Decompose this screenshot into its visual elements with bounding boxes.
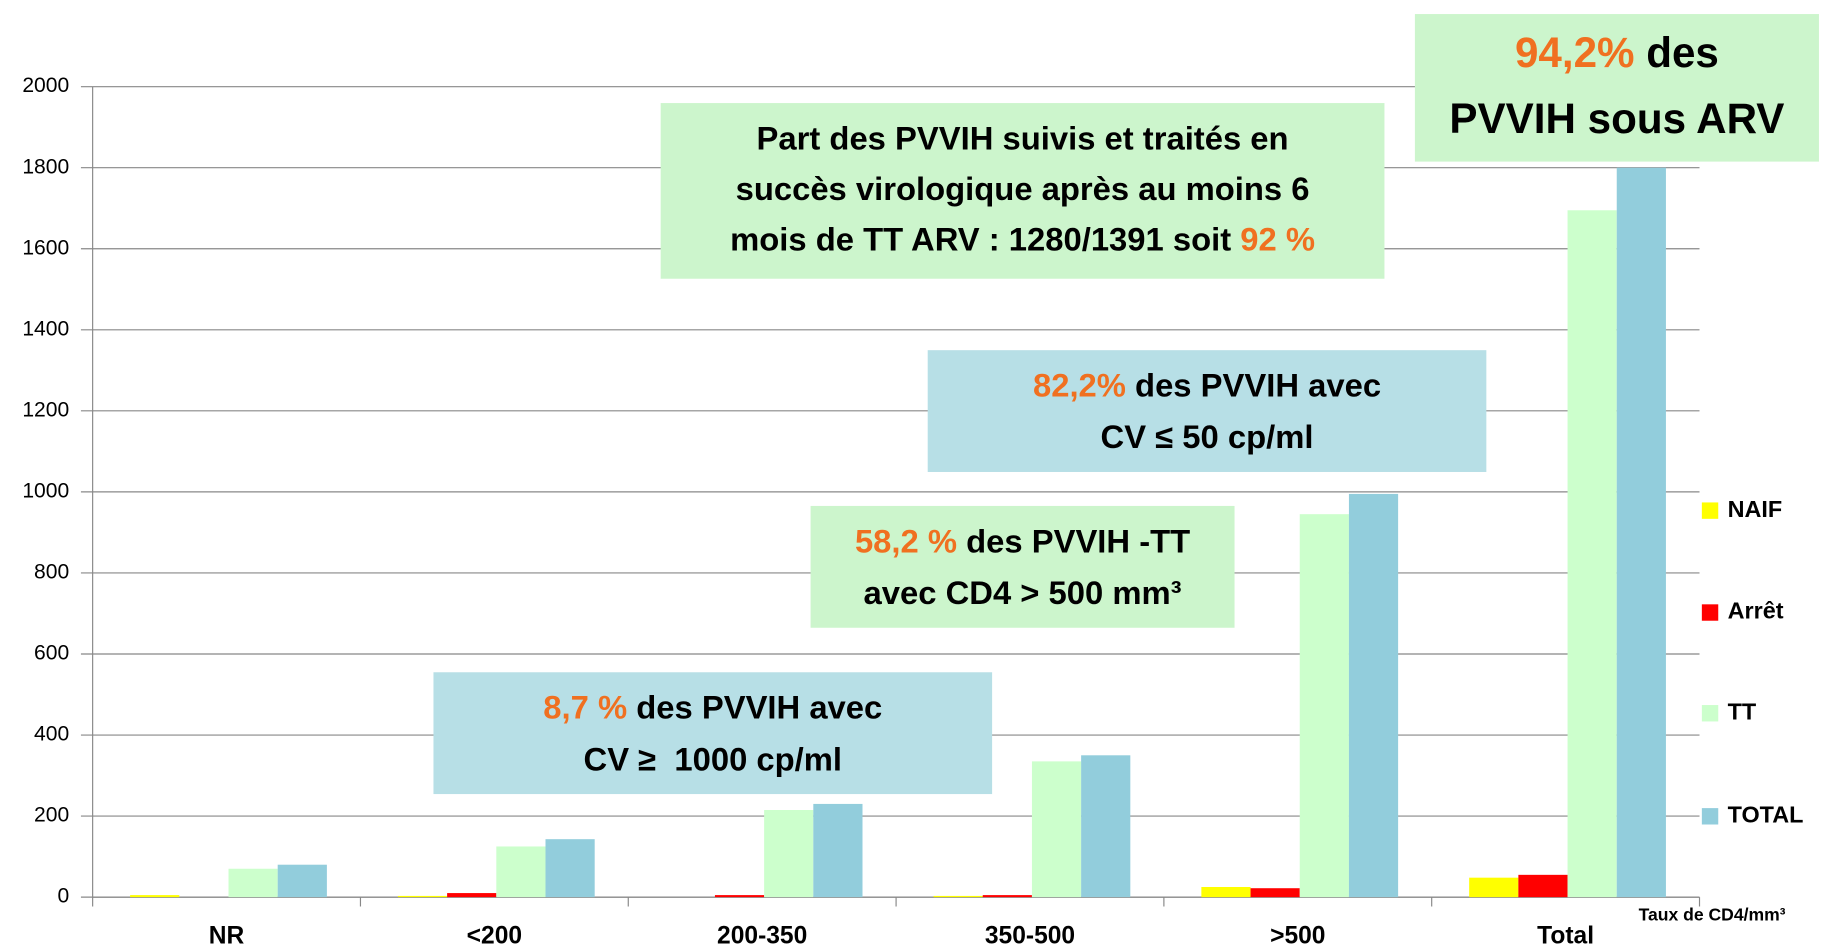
annotation-segment: des PVVIH avec xyxy=(627,688,882,725)
legend-label: TT xyxy=(1728,698,1757,724)
y-tick-label: 1200 xyxy=(22,398,69,421)
legend-swatch xyxy=(1701,502,1719,519)
annotation-text: 82,2% des PVVIH avec xyxy=(1033,366,1381,403)
annotation-text: CV ≥ 1000 cp/ml xyxy=(584,740,843,777)
bar xyxy=(1081,755,1131,898)
y-tick-label: 400 xyxy=(34,723,69,746)
x-tick-label: 350-500 xyxy=(985,922,1075,949)
legend-label: Arrêt xyxy=(1728,598,1784,624)
annotation-segment: avec CD4 > 500 mm³ xyxy=(864,574,1182,611)
legend-label: NAIF xyxy=(1728,496,1783,522)
annotation-segment: CV ≤ 50 cp/ml xyxy=(1101,418,1314,455)
bar xyxy=(397,895,448,898)
bar xyxy=(933,895,983,898)
annotation-text: Part des PVVIH suivis et traités en xyxy=(757,119,1289,156)
bar xyxy=(714,895,765,898)
y-tick-label: 1400 xyxy=(22,317,69,340)
annotation-segment: Part des PVVIH suivis et traités en xyxy=(757,119,1289,156)
x-axis-label: Taux de CD4/mm³ xyxy=(1639,905,1786,925)
bar xyxy=(1201,886,1251,898)
annotation-segment: des xyxy=(1635,29,1719,76)
bar xyxy=(130,895,180,898)
x-tick-label: 200-350 xyxy=(717,922,807,949)
annotation-box xyxy=(927,350,1487,472)
y-tick-label: 200 xyxy=(34,804,69,827)
annotation-text: avec CD4 > 500 mm³ xyxy=(864,574,1182,611)
x-tick-label: NR xyxy=(209,922,245,949)
annotation-segment: mois de TT ARV : 1280/1391 soit xyxy=(730,220,1240,257)
bar xyxy=(1518,874,1568,898)
bar xyxy=(1299,514,1349,898)
bar xyxy=(496,846,546,898)
annotation-segment: 92 % xyxy=(1240,220,1315,257)
y-tick-label: 1000 xyxy=(22,479,69,502)
annotation-box xyxy=(660,103,1385,279)
y-tick-label: 0 xyxy=(57,885,69,908)
annotation-text: 94,2% des xyxy=(1515,29,1719,76)
bar xyxy=(1348,493,1399,898)
annotation-segment: 94,2% xyxy=(1515,29,1635,76)
y-tick-label: 1600 xyxy=(22,236,69,259)
annotation-segment: succès virologique après au moins 6 xyxy=(736,170,1310,207)
bar xyxy=(1616,167,1666,898)
bar xyxy=(813,803,863,898)
y-tick-label: 600 xyxy=(34,642,69,665)
bar xyxy=(1250,888,1300,898)
annotation-text: PVVIH sous ARV xyxy=(1449,95,1784,142)
legend-swatch xyxy=(1701,604,1719,621)
bar xyxy=(1469,877,1519,898)
annotation-text: succès virologique après au moins 6 xyxy=(736,170,1310,207)
bar xyxy=(447,893,497,898)
bar xyxy=(1031,761,1082,898)
bar xyxy=(1567,210,1617,898)
annotation-segment: 58,2 % xyxy=(855,522,957,559)
bar xyxy=(545,839,595,898)
annotation-text: 58,2 % des PVVIH -TT xyxy=(855,522,1190,559)
annotation-text: 8,7 % des PVVIH avec xyxy=(543,688,882,725)
annotation-box xyxy=(1414,14,1819,162)
legend-swatch xyxy=(1701,705,1719,722)
annotation-text: CV ≤ 50 cp/ml xyxy=(1101,418,1314,455)
annotation-segment: des PVVIH -TT xyxy=(957,522,1190,559)
y-tick-label: 1800 xyxy=(22,155,69,178)
y-tick-label: 800 xyxy=(34,561,69,584)
bar xyxy=(228,868,278,898)
annotation-box xyxy=(810,505,1235,628)
annotation-segment: des PVVIH avec xyxy=(1126,366,1381,403)
x-tick-label: >500 xyxy=(1270,922,1325,949)
annotation-segment: PVVIH sous ARV xyxy=(1449,95,1784,142)
x-tick-label: <200 xyxy=(467,922,522,949)
annotation-segment: 82,2% xyxy=(1033,366,1126,403)
legend-swatch xyxy=(1701,808,1719,825)
annotation-box xyxy=(433,672,993,795)
y-tick-label: 2000 xyxy=(22,74,69,97)
bar xyxy=(277,864,327,898)
bar xyxy=(764,810,814,898)
annotation-text: mois de TT ARV : 1280/1391 soit 92 % xyxy=(730,220,1315,257)
annotation-segment: CV ≥ 1000 cp/ml xyxy=(584,740,843,777)
x-tick-label: Total xyxy=(1537,922,1594,949)
bar xyxy=(982,895,1032,898)
annotation-segment: 8,7 % xyxy=(543,688,627,725)
legend-label: TOTAL xyxy=(1728,802,1804,828)
